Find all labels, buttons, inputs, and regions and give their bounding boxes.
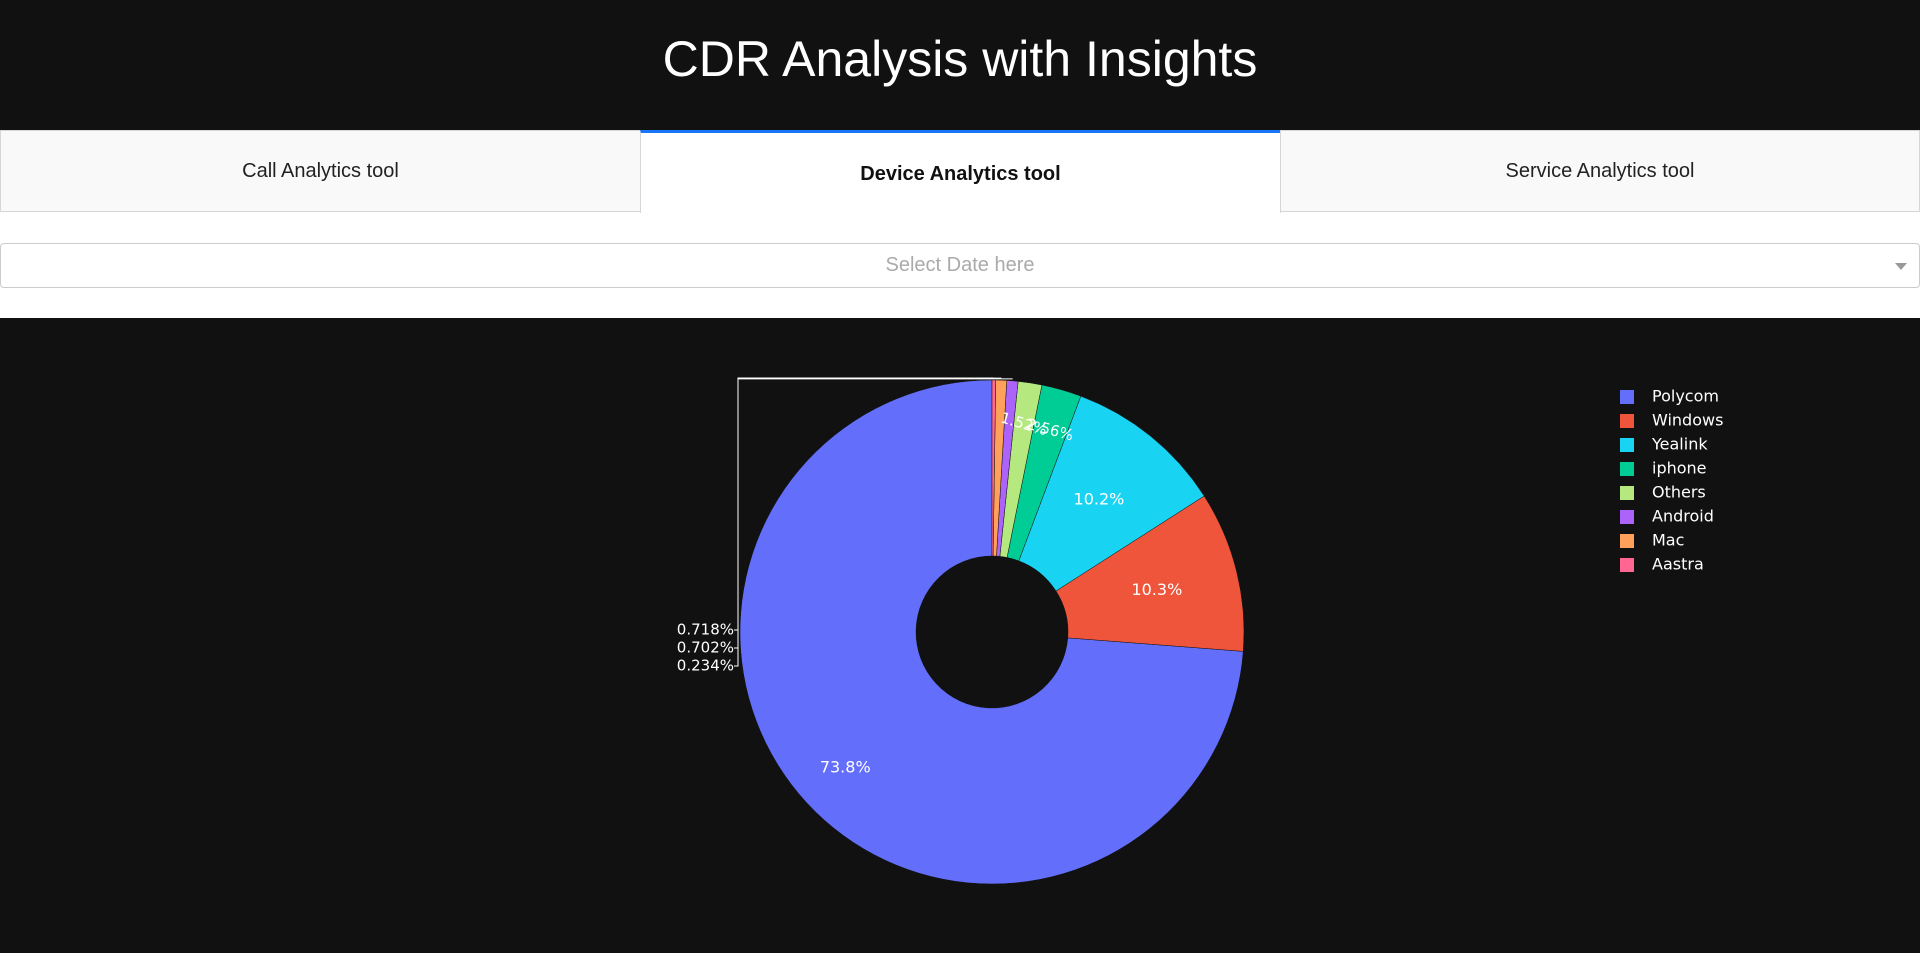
pie-slice-windows[interactable] [1055, 495, 1245, 652]
pie-label-aastra: 0.234% [677, 657, 734, 675]
pie-slice-aastra[interactable] [991, 379, 996, 557]
legend-label-yealink: Yealink [1651, 435, 1708, 454]
legend-item-mac[interactable]: Mac [1620, 531, 1684, 550]
legend-swatch-others [1620, 486, 1634, 500]
date-select-dropdown[interactable]: Select Date here [0, 243, 1920, 288]
legend-swatch-mac [1620, 534, 1634, 548]
pie-label-mac: 0.702% [677, 639, 734, 657]
legend-swatch-yealink [1620, 438, 1634, 452]
legend-swatch-windows [1620, 414, 1634, 428]
legend-swatch-android [1620, 510, 1634, 524]
tab-service-analytics[interactable]: Service Analytics tool [1280, 130, 1920, 212]
legend-item-yealink[interactable]: Yealink [1620, 435, 1708, 454]
legend-label-polycom: Polycom [1652, 387, 1719, 406]
tab-device-analytics[interactable]: Device Analytics tool [640, 130, 1281, 213]
legend-item-others[interactable]: Others [1620, 483, 1706, 502]
legend-swatch-aastra [1620, 558, 1634, 572]
legend-item-polycom[interactable]: Polycom [1620, 387, 1719, 406]
legend-item-android[interactable]: Android [1620, 507, 1714, 526]
tab-bar: Call Analytics tool Device Analytics too… [0, 130, 1920, 213]
pie-label-windows: 10.3% [1131, 580, 1182, 599]
legend-item-iphone[interactable]: iphone [1620, 459, 1707, 478]
pie-label-android: 0.718% [677, 621, 734, 639]
date-select-placeholder: Select Date here [885, 254, 1035, 276]
page-title: CDR Analysis with Insights [662, 31, 1258, 87]
legend-label-mac: Mac [1652, 531, 1684, 550]
chevron-down-icon[interactable] [1895, 263, 1907, 270]
legend-item-windows[interactable]: Windows [1620, 411, 1723, 430]
pie-slice-yealink[interactable] [1018, 395, 1205, 592]
device-pie-chart: 73.8%10.3%10.2%2.56%1.52%0.718%0.702%0.2… [677, 377, 1723, 885]
pie-slice-polycom[interactable] [739, 379, 1244, 885]
legend-label-others: Others [1652, 483, 1706, 502]
pie-label-yealink: 10.2% [1074, 489, 1125, 508]
pie-label-polycom: 73.8% [820, 757, 871, 776]
chart-area: 73.8% 10.3% 10.2% 2.56% 1.52% 0.718% 0.702% 0.2… [0, 318, 1920, 953]
legend-label-windows: Windows [1652, 411, 1723, 430]
tab-call-analytics[interactable]: Call Analytics tool [0, 130, 641, 212]
legend-label-iphone: iphone [1652, 459, 1707, 478]
legend-label-aastra: Aastra [1652, 555, 1704, 574]
legend-item-aastra[interactable]: Aastra [1620, 555, 1704, 574]
header: CDR Analysis with Insights [0, 0, 1920, 130]
legend-swatch-polycom [1620, 390, 1634, 404]
pie-callout-line-aastra [734, 377, 994, 667]
legend-swatch-iphone [1620, 462, 1634, 476]
legend-label-android: Android [1652, 507, 1714, 526]
